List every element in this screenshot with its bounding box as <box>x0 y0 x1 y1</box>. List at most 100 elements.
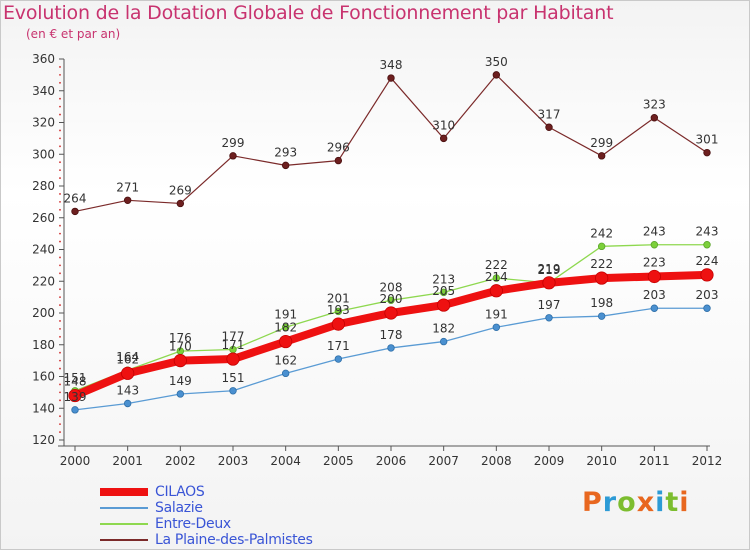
data-label: 191 <box>274 307 297 321</box>
data-label: 182 <box>432 322 455 336</box>
data-point <box>650 114 659 122</box>
y-minor-tick <box>59 169 61 172</box>
data-label: 317 <box>538 107 561 121</box>
data-label: 191 <box>485 307 508 321</box>
data-point <box>176 390 185 398</box>
y-tick-label: 180 <box>32 338 55 352</box>
y-minor-tick <box>59 367 61 370</box>
data-point <box>703 148 711 157</box>
data-point <box>650 304 659 312</box>
data-label: 271 <box>116 180 139 194</box>
y-minor-tick <box>59 399 61 402</box>
brand-letter: P <box>582 487 603 518</box>
data-point <box>123 399 132 408</box>
x-tick-label: 2005 <box>323 454 354 468</box>
data-label: 269 <box>169 183 192 197</box>
data-label: 176 <box>169 331 192 345</box>
legend-swatch <box>100 539 148 541</box>
data-point <box>597 152 606 160</box>
x-tick-label: 2000 <box>60 454 91 468</box>
y-minor-tick <box>59 73 61 76</box>
data-label: 208 <box>380 280 403 294</box>
data-point <box>437 298 451 312</box>
y-minor-tick <box>59 240 61 243</box>
y-tick-label: 120 <box>32 433 55 447</box>
y-minor-tick <box>59 161 61 164</box>
data-label: 223 <box>643 255 666 269</box>
brand-letter: r <box>602 487 618 518</box>
brand-letter: i <box>655 487 666 518</box>
data-label: 299 <box>222 136 245 150</box>
y-minor-tick <box>59 335 61 338</box>
data-point <box>545 123 553 131</box>
data-label: 182 <box>274 321 297 335</box>
y-tick-label: 240 <box>32 243 55 257</box>
x-tick-label: 2002 <box>165 454 196 468</box>
data-label: 242 <box>590 226 613 240</box>
data-point <box>173 354 187 368</box>
chart-title: Evolution de la Dotation Globale de Fonc… <box>3 2 614 24</box>
brand-letter: i <box>679 487 690 518</box>
data-point <box>700 268 714 282</box>
x-tick-label: 2001 <box>112 454 143 468</box>
x-tick-label: 2012 <box>692 454 723 468</box>
data-label: 243 <box>696 225 719 239</box>
data-label: 143 <box>116 383 139 397</box>
data-point <box>121 366 135 380</box>
data-label: 323 <box>643 98 666 112</box>
data-point <box>281 161 290 170</box>
data-point <box>595 271 609 285</box>
data-point <box>647 269 661 284</box>
data-label: 213 <box>432 272 455 286</box>
data-point <box>387 296 395 304</box>
legend-swatch <box>100 523 148 525</box>
data-label: 171 <box>327 339 350 353</box>
data-point <box>334 156 343 165</box>
series-line-salazie <box>74 307 708 411</box>
y-minor-tick <box>59 383 61 386</box>
y-minor-tick <box>59 264 61 267</box>
y-minor-tick <box>59 129 61 132</box>
x-tick-label: 2011 <box>639 454 670 468</box>
y-minor-tick <box>59 232 61 235</box>
data-point <box>229 152 237 160</box>
data-label: 219 <box>538 263 561 277</box>
x-tick-label: 2006 <box>376 454 407 468</box>
y-minor-tick <box>59 351 61 354</box>
data-label: 162 <box>116 352 139 366</box>
data-point <box>650 241 659 249</box>
y-minor-tick <box>59 327 61 330</box>
data-point <box>489 284 503 298</box>
data-point <box>545 314 553 322</box>
data-label: 164 <box>116 350 139 364</box>
data-label: 151 <box>222 371 245 385</box>
y-tick-label: 200 <box>32 306 55 320</box>
data-point <box>387 344 395 352</box>
y-minor-tick <box>59 97 61 100</box>
data-point <box>279 334 293 349</box>
y-tick-label: 300 <box>32 147 55 161</box>
data-label: 148 <box>64 375 87 389</box>
y-minor-tick <box>59 177 61 179</box>
data-point <box>226 352 240 366</box>
data-point <box>123 196 132 204</box>
data-label: 214 <box>485 270 508 284</box>
legend-label: CILAOS <box>155 484 205 500</box>
x-tick-label: 2009 <box>534 454 565 468</box>
data-point <box>334 307 343 316</box>
data-label: 301 <box>696 133 719 147</box>
data-point <box>387 74 395 82</box>
data-label: 162 <box>274 353 297 367</box>
data-label: 200 <box>380 292 403 306</box>
data-label: 219 <box>538 262 561 276</box>
legend-label: La Plaine-des-Palmistes <box>155 532 313 548</box>
y-minor-tick <box>59 272 61 275</box>
data-label: 198 <box>590 296 613 310</box>
data-label: 310 <box>432 118 455 132</box>
data-point <box>597 312 606 320</box>
data-label: 139 <box>64 390 87 404</box>
data-label: 224 <box>696 254 719 268</box>
y-minor-tick <box>59 288 61 291</box>
y-minor-tick <box>59 423 61 426</box>
